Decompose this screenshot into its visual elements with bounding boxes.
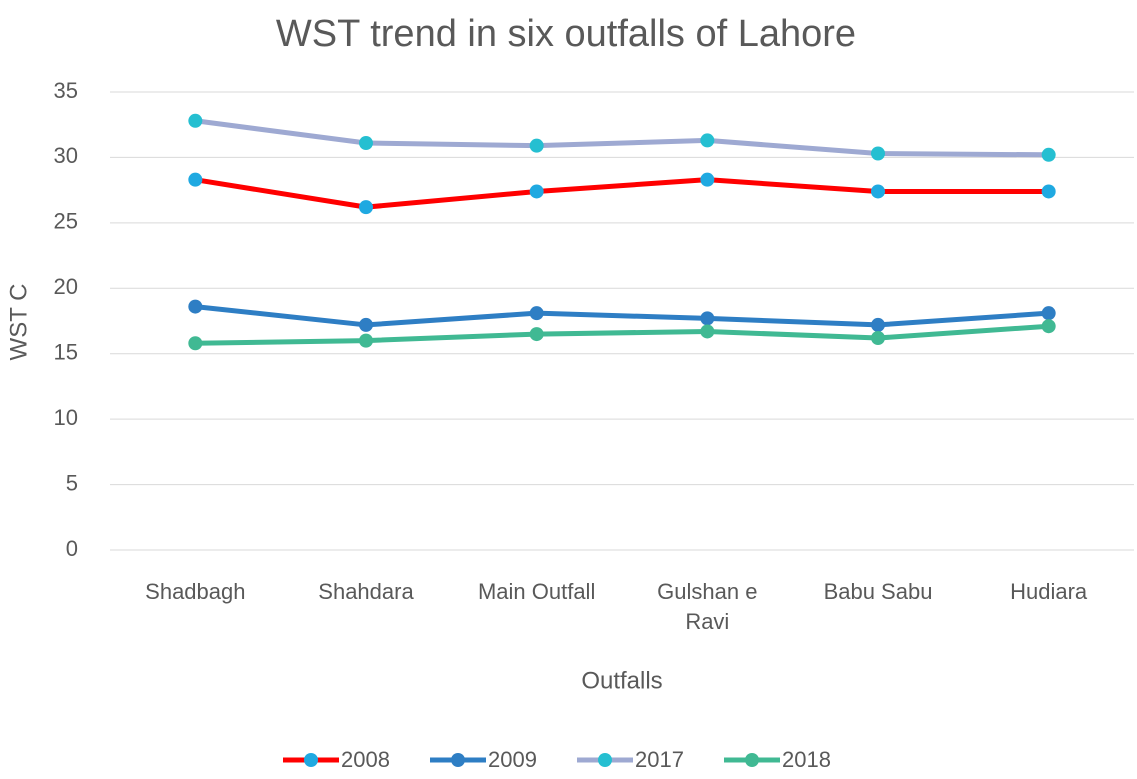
legend-marker [451, 753, 465, 767]
x-tick-label: Main Outfall [477, 579, 596, 604]
data-point [529, 184, 544, 199]
data-point [1041, 319, 1056, 334]
data-point [359, 200, 373, 215]
data-point [700, 172, 715, 187]
series-line [195, 323, 1049, 346]
data-point [188, 299, 203, 314]
data-point [871, 317, 885, 332]
data-point [871, 146, 885, 161]
data-point [1041, 306, 1056, 321]
series-line [194, 177, 1049, 210]
x-tick-label: Hudiara [1010, 579, 1088, 604]
legend-label: 2008 [341, 747, 390, 772]
data-point [1041, 147, 1056, 162]
data-point [700, 133, 715, 148]
y-tick-label: 5 [66, 470, 78, 495]
legend-label: 2018 [782, 747, 831, 772]
legend-marker [745, 753, 759, 767]
data-point [529, 327, 544, 342]
series-line [195, 118, 1049, 158]
data-point [871, 184, 885, 199]
data-point [359, 136, 373, 151]
data-point [359, 333, 373, 348]
y-tick-label: 15 [54, 340, 78, 365]
y-axis-title: WST C [5, 284, 32, 361]
data-point [188, 113, 203, 128]
data-point [700, 311, 715, 326]
x-tick-label: Babu Sabu [823, 579, 933, 604]
data-point [529, 306, 544, 321]
x-axis-title: Outfalls [581, 667, 662, 694]
data-point [188, 172, 203, 187]
data-point [1041, 184, 1056, 199]
y-tick-label: 20 [54, 274, 78, 299]
x-tick-label: Shahdara [318, 579, 414, 604]
data-point [359, 317, 373, 332]
chart-title: WST trend in six outfalls of Lahore [276, 13, 856, 55]
legend-marker [304, 753, 318, 767]
data-point [188, 336, 203, 351]
legend-marker [598, 753, 612, 767]
data-point [700, 324, 715, 339]
x-tick-label: Gulshan e Ravi [657, 579, 758, 634]
y-tick-label: 25 [54, 209, 78, 234]
y-tick-label: 35 [54, 78, 78, 103]
data-point [871, 331, 885, 346]
y-tick-label: 30 [54, 143, 78, 168]
series-line [195, 304, 1049, 328]
legend-label: 2009 [488, 747, 537, 772]
legend-label: 2017 [635, 747, 684, 772]
y-tick-label: 10 [54, 405, 78, 430]
y-tick-label: 0 [66, 536, 78, 561]
x-tick-label: Shadbagh [145, 579, 246, 604]
data-point [529, 138, 544, 153]
